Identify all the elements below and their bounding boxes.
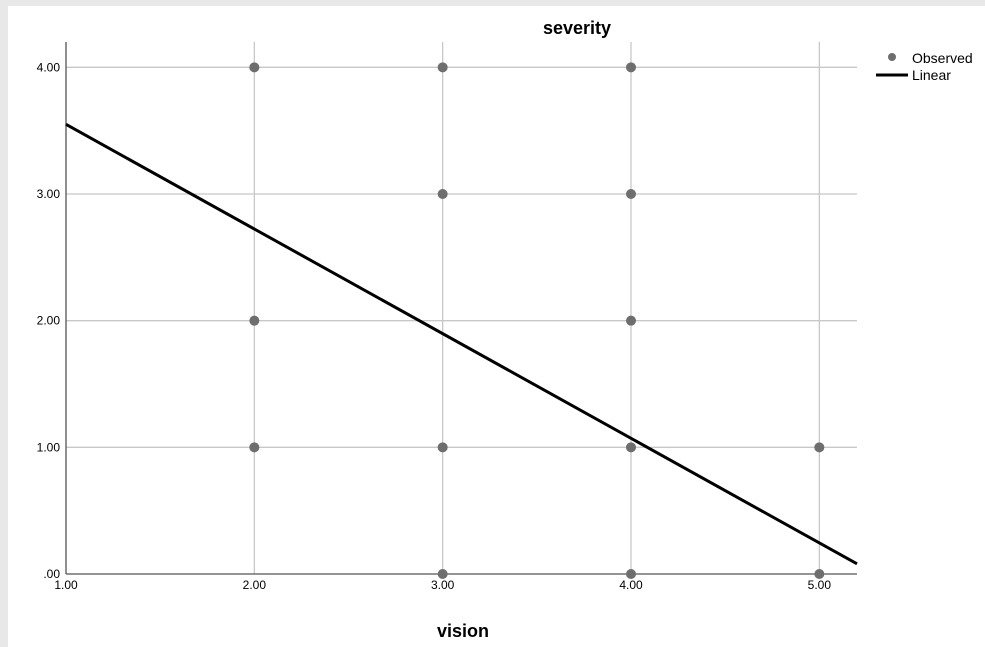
observed-points	[249, 62, 825, 579]
observed-point	[626, 315, 636, 326]
observed-point	[249, 442, 260, 453]
x-axis-label: vision	[437, 621, 489, 641]
observed-point	[626, 62, 636, 73]
observed-point	[626, 189, 636, 199]
gridlines	[66, 42, 857, 574]
legend-swatch-observed	[888, 53, 896, 61]
x-tick-label: 5.00	[808, 578, 832, 592]
observed-point	[249, 62, 260, 73]
tick-labels: .001.002.003.004.001.00 2.00 3.00 4.00 5.00	[37, 60, 832, 592]
y-tick-label: 1.00	[37, 440, 61, 454]
observed-point	[437, 189, 448, 199]
observed-point	[249, 315, 260, 326]
observed-point	[437, 62, 448, 73]
fit-lines	[65, 123, 858, 566]
legend-label: Linear	[912, 67, 951, 83]
scatter-chart: severity .001.002.003.004.001.00 2.00 3.00…	[37, 18, 973, 641]
observed-point	[626, 569, 636, 579]
x-tick-label: 1.00	[54, 578, 78, 592]
observed-point	[814, 442, 825, 453]
x-tick-label: 3.00	[431, 578, 455, 592]
chart-title: severity	[543, 18, 611, 38]
y-tick-label: .00	[43, 567, 60, 581]
y-tick-label: 4.00	[37, 60, 61, 74]
x-tick-label: 4.00	[619, 578, 643, 592]
observed-point	[626, 442, 636, 453]
axes	[65, 42, 857, 575]
observed-point	[437, 569, 448, 579]
legend-label: Observed	[912, 50, 973, 66]
x-tick-label: 2.00	[243, 578, 267, 592]
chart-viewer: severity .00 1.00 2.00 3.00 4.00 1.00 2.00 3.00…	[8, 6, 985, 647]
y-tick-label: 2.00	[37, 314, 61, 328]
observed-point	[814, 569, 825, 579]
observed-point	[437, 442, 448, 453]
y-tick-label: 3.00	[37, 187, 61, 201]
linear-fit-line	[65, 123, 858, 566]
